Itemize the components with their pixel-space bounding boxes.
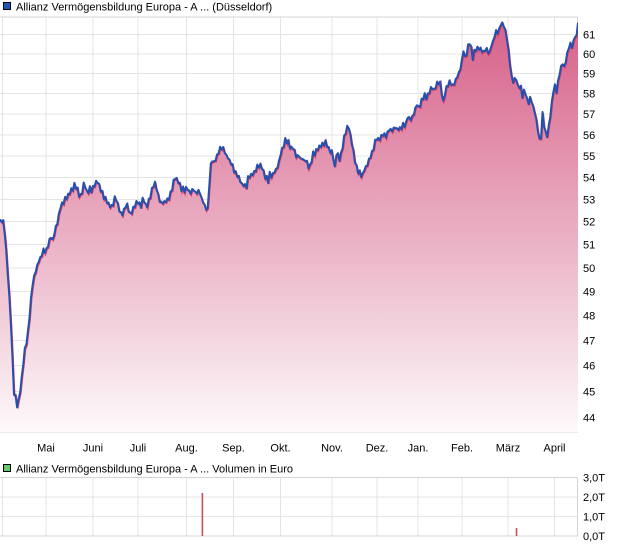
svg-text:48: 48: [583, 311, 595, 323]
svg-text:52: 52: [583, 217, 595, 229]
svg-text:Juli: Juli: [130, 443, 147, 455]
svg-text:Okt.: Okt.: [270, 443, 290, 455]
svg-text:Allianz Vermögensbildung Europ: Allianz Vermögensbildung Europa - A ... …: [16, 463, 293, 475]
svg-text:50: 50: [583, 263, 595, 275]
svg-text:47: 47: [583, 335, 595, 347]
svg-text:56: 56: [583, 130, 595, 142]
svg-text:Juni: Juni: [83, 443, 103, 455]
svg-text:61: 61: [583, 30, 595, 42]
svg-text:Sep.: Sep.: [222, 443, 245, 455]
svg-text:2,0T: 2,0T: [583, 492, 605, 504]
svg-text:Dez.: Dez.: [366, 443, 389, 455]
svg-text:Mai: Mai: [37, 443, 55, 455]
svg-text:51: 51: [583, 240, 595, 252]
svg-text:57: 57: [583, 109, 595, 121]
svg-text:53: 53: [583, 194, 595, 206]
svg-text:46: 46: [583, 361, 595, 373]
svg-text:Jan.: Jan.: [408, 443, 429, 455]
svg-text:April: April: [543, 443, 565, 455]
svg-text:49: 49: [583, 286, 595, 298]
svg-text:März: März: [496, 443, 520, 455]
svg-text:55: 55: [583, 151, 595, 163]
svg-text:Feb.: Feb.: [451, 443, 473, 455]
svg-text:Allianz Vermögensbildung Europ: Allianz Vermögensbildung Europa - A ... …: [16, 2, 272, 14]
svg-text:3,0T: 3,0T: [583, 473, 605, 485]
svg-text:44: 44: [583, 413, 595, 425]
svg-text:58: 58: [583, 89, 595, 101]
svg-text:45: 45: [583, 386, 595, 398]
svg-text:1,0T: 1,0T: [583, 512, 605, 524]
svg-text:59: 59: [583, 69, 595, 81]
svg-text:Nov.: Nov.: [321, 443, 343, 455]
svg-text:0,0T: 0,0T: [583, 531, 605, 543]
svg-text:60: 60: [583, 49, 595, 61]
svg-text:54: 54: [583, 173, 595, 185]
svg-text:Aug.: Aug.: [175, 443, 198, 455]
